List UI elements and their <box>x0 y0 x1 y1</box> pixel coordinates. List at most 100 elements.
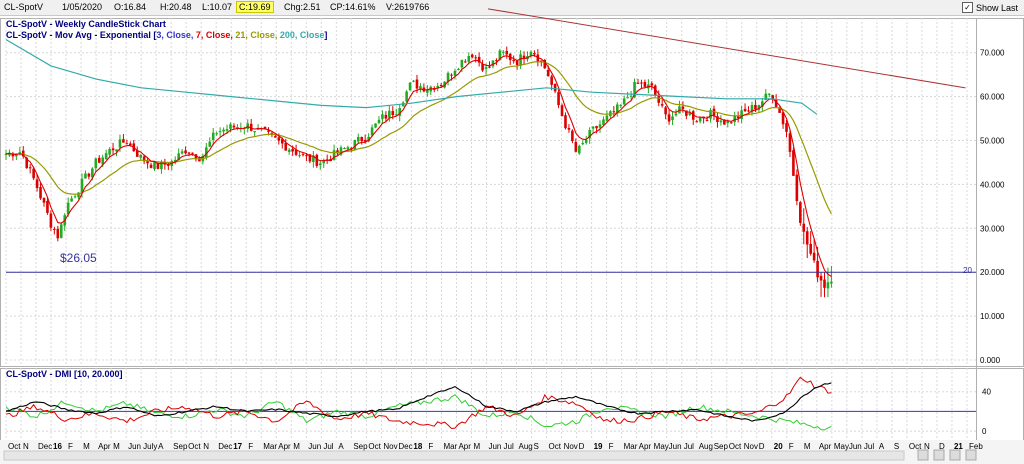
y-tick-label: 70.000 <box>980 49 1005 58</box>
candle-body <box>332 150 336 160</box>
candle-body <box>77 192 80 198</box>
candle-body <box>488 66 491 68</box>
candle-body <box>184 150 187 154</box>
x-tick-label: Aug <box>699 442 713 451</box>
y-tick-label: 30.000 <box>980 224 1005 233</box>
x-tick-label: F <box>248 442 253 451</box>
main-panel-frame <box>0 18 1024 367</box>
candle-body <box>650 83 654 86</box>
x-tick-label: 19 <box>594 442 603 451</box>
candle-body <box>457 69 460 71</box>
candle-body <box>135 150 139 157</box>
candle-body <box>101 157 104 165</box>
candle-body <box>515 60 519 66</box>
candle-body <box>343 148 346 150</box>
candle-body <box>747 110 750 112</box>
candle-body <box>754 104 757 110</box>
candle-body <box>550 76 553 85</box>
candle-body <box>104 153 108 160</box>
x-tick-label: N <box>23 442 29 451</box>
candle-body <box>350 147 353 149</box>
candle-body <box>318 163 322 166</box>
x-tick-label: Jul <box>864 442 874 451</box>
x-tick-label: S <box>894 442 899 451</box>
candle-body <box>809 243 812 254</box>
candle-body <box>736 116 740 119</box>
candle-body <box>484 67 488 69</box>
candle-body <box>187 152 191 154</box>
candle-body <box>56 228 60 239</box>
ema200-line <box>5 39 818 115</box>
candle-body <box>370 127 374 136</box>
candle-body <box>439 85 443 87</box>
candle-body <box>771 95 774 99</box>
candle-body <box>498 50 502 61</box>
x-tick-label: F <box>609 442 614 451</box>
candle-body <box>629 95 633 97</box>
candle-body <box>280 139 284 144</box>
x-tick-label: Apr <box>458 442 471 451</box>
show-last-checkbox[interactable]: ✓ <box>961 2 973 13</box>
x-tick-label: 21 <box>954 442 963 451</box>
candle-body <box>253 131 256 133</box>
x-tick-label: Sep <box>353 442 368 451</box>
dmi-tick-label: 40 <box>982 388 991 397</box>
x-tick-label: F <box>789 442 794 451</box>
x-tick-label: Nov <box>564 442 578 451</box>
candle-body <box>792 150 795 176</box>
x-tick-label: 20 <box>774 442 783 451</box>
time-scrollbar <box>3 450 905 461</box>
candle-body <box>205 147 208 158</box>
candle-body <box>467 56 471 62</box>
adx-line <box>5 382 832 422</box>
candle-body <box>653 85 657 96</box>
candle-body <box>581 142 585 145</box>
candle-body <box>446 72 450 83</box>
candle-body <box>177 153 180 160</box>
candle-body <box>826 282 830 289</box>
candle-body <box>743 108 747 112</box>
x-tick-label: Apr <box>98 442 111 451</box>
candle-body <box>602 119 605 125</box>
candle-body <box>633 81 636 98</box>
candle-body <box>87 173 91 177</box>
candle-body <box>436 85 439 89</box>
candle-body <box>322 160 326 164</box>
x-tick-label: F <box>68 442 73 451</box>
resistance-trendline <box>487 8 966 89</box>
candle-body <box>108 148 111 155</box>
candle-body <box>277 137 281 141</box>
candle-body <box>419 86 422 89</box>
show-last-toggle[interactable]: ✓ Show Last <box>961 2 1018 13</box>
x-tick-label: Jun <box>849 442 862 451</box>
candle-body <box>339 147 343 155</box>
x-tick-label: Jul <box>323 442 333 451</box>
candle-body <box>664 107 667 115</box>
candle-body <box>229 124 232 129</box>
candle-body <box>73 196 77 198</box>
candle-body <box>84 173 87 179</box>
candle-body <box>18 152 22 154</box>
candle-body <box>781 112 785 125</box>
x-tick-label: Aug <box>519 442 533 451</box>
candle-body <box>267 130 270 132</box>
candle-body <box>356 137 360 142</box>
candle-body <box>194 154 198 159</box>
candle-body <box>97 157 101 163</box>
x-tick-label: 16 <box>53 442 62 451</box>
candle-body <box>391 111 395 116</box>
candle-body <box>577 145 581 154</box>
candle-body <box>519 54 522 66</box>
candle-body <box>232 125 236 128</box>
candle-body <box>222 129 225 132</box>
hline-label: 20 <box>963 266 972 275</box>
zoom-out-button <box>949 449 961 461</box>
y-tick-label: 10.000 <box>980 312 1005 321</box>
x-tick-label: May <box>654 442 669 451</box>
candle-body <box>546 69 550 77</box>
candle-body <box>598 124 602 128</box>
panel-frames <box>0 18 1024 464</box>
candle-body <box>805 231 809 245</box>
x-tick-label: F <box>428 442 433 451</box>
